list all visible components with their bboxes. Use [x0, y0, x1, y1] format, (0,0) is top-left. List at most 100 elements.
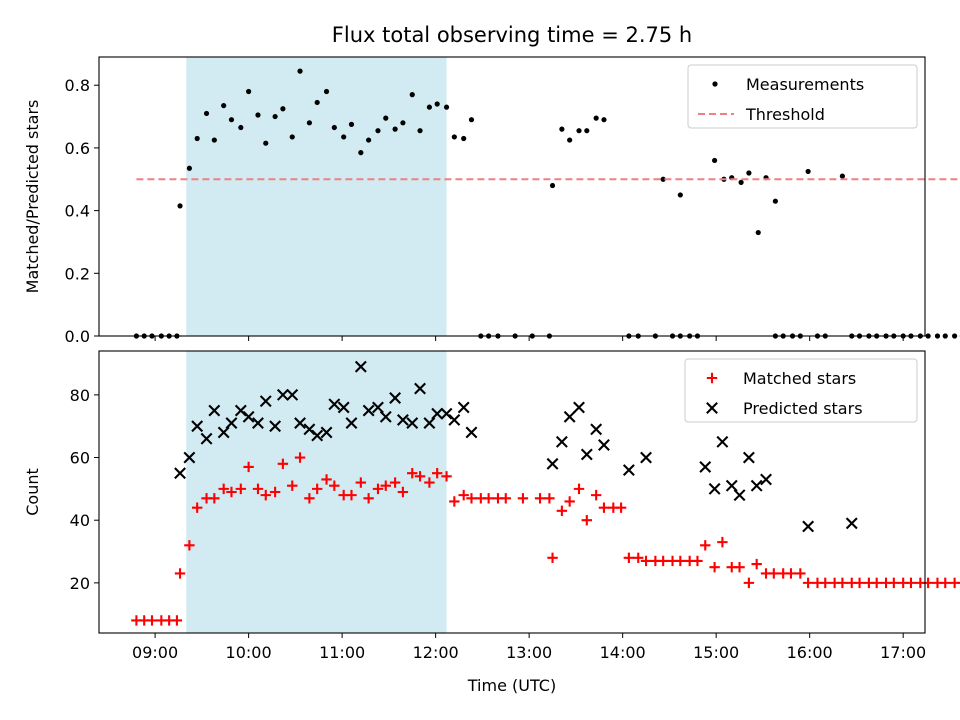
data-point [269, 486, 281, 498]
data-point [925, 333, 931, 339]
data-point [633, 552, 644, 563]
x-tick-label: 09:00 [132, 643, 178, 662]
data-point [802, 577, 814, 589]
data-point [183, 451, 196, 464]
data-point [622, 464, 635, 477]
legend-swatch [706, 372, 718, 384]
data-point [238, 124, 244, 131]
data-point [905, 577, 917, 589]
legend-label: Predicted stars [743, 399, 863, 418]
data-point [269, 420, 282, 433]
x-tick-label: 12:00 [413, 643, 459, 662]
data-point [434, 101, 440, 107]
data-point [276, 388, 289, 401]
data-point [699, 460, 712, 473]
data-point [785, 568, 797, 579]
data-point [423, 417, 436, 430]
data-point [725, 479, 738, 492]
data-point [708, 482, 721, 495]
x-tick-label: 11:00 [319, 643, 365, 662]
data-point [443, 104, 450, 110]
y-tick-label: 20 [70, 574, 90, 593]
data-point [581, 515, 593, 526]
data-point [358, 150, 364, 156]
data-point [225, 417, 238, 430]
data-point [226, 486, 237, 498]
data-point [802, 520, 815, 533]
data-point [742, 451, 755, 464]
data-point [372, 483, 384, 495]
chart-title: Flux total observing time = 2.75 h [332, 23, 692, 47]
top-plot: 0.0 0.2 0.4 0.6 0.8 Matched/Predicted stars Me… [23, 56, 960, 346]
x-tick-label: 15:00 [693, 643, 739, 662]
data-point [483, 493, 494, 504]
data-point [692, 555, 703, 567]
data-point [555, 435, 568, 448]
y-axis-label: Matched/Predicted stars [23, 100, 42, 294]
data-point [217, 426, 230, 439]
data-point [289, 134, 295, 140]
data-point [259, 395, 272, 408]
legend-label: Matched stars [743, 369, 856, 388]
data-point [598, 439, 610, 451]
data-point [854, 577, 865, 589]
data-point [287, 480, 298, 491]
data-point [304, 493, 315, 504]
data-point [218, 483, 229, 495]
data-point [952, 333, 958, 339]
data-point [383, 115, 389, 121]
data-point [755, 229, 761, 236]
data-point [280, 106, 286, 112]
data-point [795, 568, 806, 579]
data-point [303, 423, 316, 436]
data-point [235, 483, 247, 495]
data-point [940, 577, 951, 589]
data-point [348, 121, 355, 127]
data-point [380, 480, 391, 491]
data-point [449, 496, 460, 507]
data-point [580, 448, 593, 461]
data-point [221, 102, 227, 109]
data-point [171, 615, 183, 626]
data-point [677, 192, 683, 198]
data-point [576, 128, 582, 134]
data-point [406, 417, 419, 430]
data-point [389, 477, 401, 488]
data-point [397, 486, 409, 498]
data-point [311, 429, 324, 442]
y-tick-label: 80 [70, 386, 90, 405]
x-tick-label: 16:00 [787, 643, 833, 662]
data-point [242, 410, 255, 423]
legend-box [684, 358, 918, 423]
data-point [942, 333, 948, 339]
data-point [194, 135, 200, 142]
data-point [468, 117, 475, 123]
y-tick-label: 0.4 [65, 202, 90, 221]
data-point [549, 182, 556, 189]
data-point [366, 137, 372, 143]
data-point [615, 502, 627, 513]
data-point [746, 170, 752, 176]
data-point [234, 404, 247, 417]
data-point [601, 117, 607, 123]
data-point [559, 126, 565, 132]
data-point [346, 489, 357, 501]
data-point [733, 489, 746, 502]
data-point [191, 420, 204, 433]
data-point [243, 461, 254, 473]
data-point [321, 474, 332, 485]
data-point [255, 112, 261, 118]
data-point [640, 555, 652, 567]
data-point [297, 68, 303, 74]
data-point [263, 140, 269, 146]
data-point [500, 493, 511, 504]
data-point [203, 110, 210, 117]
data-point [805, 168, 811, 175]
plot-frame [98, 350, 926, 634]
data-point [837, 577, 848, 589]
data-point [845, 517, 858, 530]
data-point [314, 99, 320, 106]
x-tick-label: 13:00 [506, 643, 552, 662]
x-tick-label: 14:00 [600, 643, 646, 662]
data-point [200, 432, 213, 445]
